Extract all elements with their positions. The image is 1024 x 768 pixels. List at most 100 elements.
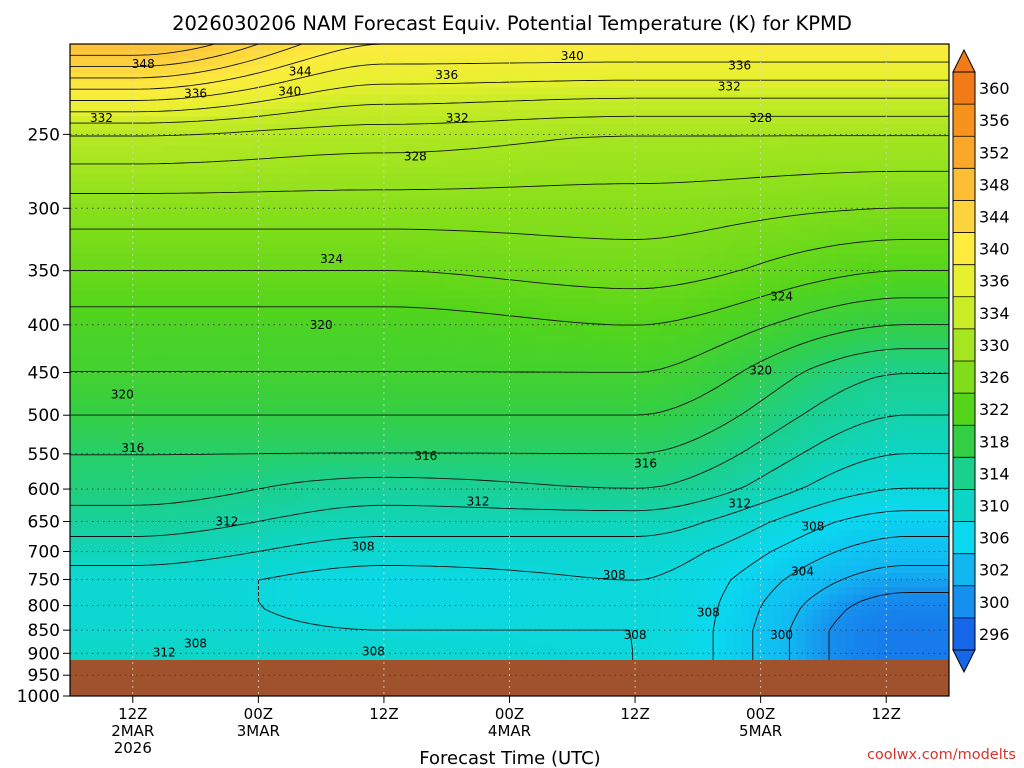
contour-label: 308 bbox=[802, 519, 825, 533]
colorbar-label: 330 bbox=[979, 336, 1010, 355]
y-tick-label: 550 bbox=[28, 445, 60, 465]
y-tick-label: 400 bbox=[28, 316, 60, 336]
colorbar-label: 310 bbox=[979, 497, 1010, 516]
colorbar-label: 306 bbox=[979, 529, 1010, 548]
colorbar-swatch bbox=[953, 521, 975, 555]
contour-label: 300 bbox=[770, 628, 793, 642]
y-tick-label: 350 bbox=[28, 262, 60, 282]
y-tick-label: 300 bbox=[28, 199, 60, 219]
contour-label: 312 bbox=[153, 645, 176, 659]
colorbar-swatch bbox=[953, 136, 975, 169]
contour-label: 332 bbox=[718, 79, 741, 93]
colorbar-label: 344 bbox=[979, 208, 1010, 227]
colorbar-label: 348 bbox=[979, 175, 1010, 194]
contour-line-332 bbox=[70, 115, 949, 137]
contour-label: 320 bbox=[749, 364, 772, 378]
contour-label: 308 bbox=[624, 628, 647, 642]
contour-line-316 bbox=[70, 348, 949, 456]
contour-line-338 bbox=[70, 61, 949, 101]
contour-label: 316 bbox=[121, 441, 144, 455]
y-tick-label: 950 bbox=[28, 666, 60, 686]
contour-label: 332 bbox=[90, 111, 113, 125]
colorbar-swatch bbox=[953, 585, 975, 619]
colorbar-frame bbox=[952, 71, 976, 651]
colorbar-swatch bbox=[953, 425, 975, 458]
colorbar-swatch bbox=[953, 168, 975, 201]
contour-label: 320 bbox=[111, 387, 134, 401]
contour-line-322 bbox=[70, 270, 949, 326]
contour-label: 332 bbox=[446, 111, 469, 125]
colorbar-label: 314 bbox=[979, 464, 1010, 483]
colorbar-swatch bbox=[953, 200, 975, 234]
colorbar-swatch bbox=[953, 489, 975, 523]
colorbar: 360 356 352 348 344 340 336 334 330 326 322 318 314 3… bbox=[952, 48, 1010, 674]
contour-label: 308 bbox=[603, 568, 626, 582]
contour-label: 336 bbox=[184, 87, 207, 101]
contour-label: 340 bbox=[561, 49, 584, 63]
y-tick-label: 850 bbox=[28, 621, 60, 641]
contour-line-334 bbox=[70, 97, 949, 124]
contour-line-306 bbox=[712, 510, 949, 696]
contour-label: 336 bbox=[435, 68, 458, 82]
x-tick-label: 3MAR bbox=[237, 722, 280, 740]
x-tick-label: 2026 bbox=[114, 739, 152, 757]
colorbar-swatch bbox=[953, 264, 975, 298]
contour-label: 312 bbox=[467, 495, 490, 509]
contour-label: 308 bbox=[362, 645, 385, 659]
colorbar-swatch bbox=[953, 617, 975, 651]
y-tick-label: 750 bbox=[28, 570, 60, 590]
colorbar-swatch bbox=[953, 457, 975, 490]
y-tick-label: 700 bbox=[28, 543, 60, 563]
y-tick-label: 800 bbox=[28, 597, 60, 617]
contour-label: 328 bbox=[749, 111, 772, 125]
contour-label: 324 bbox=[770, 289, 793, 303]
ground-surface bbox=[70, 660, 949, 696]
x-tick-label: 5MAR bbox=[739, 722, 782, 740]
contour-line-314 bbox=[70, 373, 949, 506]
contour-label: 312 bbox=[216, 514, 239, 528]
colorbar-label: 334 bbox=[979, 304, 1010, 323]
x-tick-label: 00Z bbox=[746, 705, 775, 723]
colorbar-swatch bbox=[953, 104, 975, 137]
contour-label: 308 bbox=[697, 606, 720, 620]
contour-line-344 bbox=[70, 44, 259, 68]
colorbar-label: 360 bbox=[979, 79, 1010, 98]
contour-label: 316 bbox=[634, 456, 657, 470]
contour-label: 312 bbox=[728, 497, 751, 511]
colorbar-swatch bbox=[953, 232, 975, 266]
x-tick-label: 00Z bbox=[244, 705, 273, 723]
y-tick-label: 900 bbox=[28, 644, 60, 664]
colorbar-bottom-arrow bbox=[952, 649, 976, 674]
contour-line-320 bbox=[70, 297, 949, 373]
x-tick-label: 12Z bbox=[118, 705, 147, 723]
contour-label: 304 bbox=[791, 564, 814, 578]
contour-label: 324 bbox=[320, 252, 343, 266]
colorbar-swatch bbox=[953, 393, 975, 426]
contour-label: 308 bbox=[352, 539, 375, 553]
colorbar-label: 302 bbox=[979, 561, 1010, 580]
colorbar-label: 326 bbox=[979, 368, 1010, 387]
x-tick-label: 4MAR bbox=[488, 722, 531, 740]
x-tick-label: 12Z bbox=[872, 705, 901, 723]
colorbar-swatch bbox=[953, 361, 975, 394]
contour-line-330 bbox=[70, 135, 949, 165]
x-axis-label: Forecast Time (UTC) bbox=[419, 748, 600, 768]
y-tick-label: 1000 bbox=[17, 687, 60, 707]
y-tick-label: 450 bbox=[28, 364, 60, 384]
colorbar-swatch bbox=[953, 553, 975, 587]
colorbar-label: 318 bbox=[979, 432, 1010, 451]
contour-line-326 bbox=[70, 207, 949, 240]
chart-title: 2026030206 NAM Forecast Equiv. Potential… bbox=[172, 12, 852, 35]
contour-label: 308 bbox=[184, 636, 207, 650]
contour-label: 340 bbox=[278, 85, 301, 99]
colorbar-label: 322 bbox=[979, 400, 1010, 419]
contour-label: 336 bbox=[728, 59, 751, 73]
colorbar-swatch bbox=[953, 296, 975, 330]
y-tick-label: 250 bbox=[28, 125, 60, 145]
x-tick-label: 12Z bbox=[620, 705, 649, 723]
x-tick-label: 00Z bbox=[495, 705, 524, 723]
y-tick-label: 600 bbox=[28, 480, 60, 500]
colorbar-label: 356 bbox=[979, 111, 1010, 130]
